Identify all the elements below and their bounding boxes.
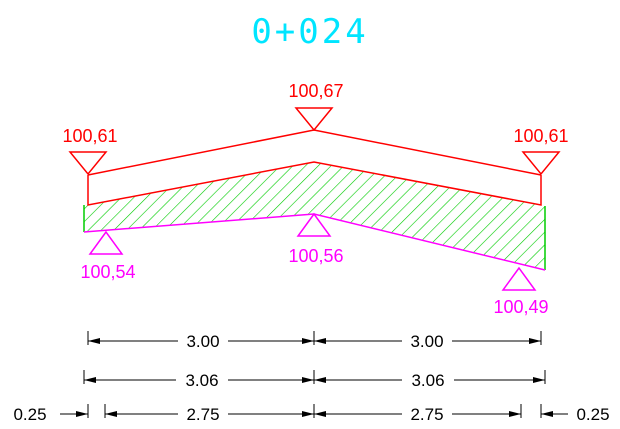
dim-row3-right-offset: 0.25 [576,405,609,424]
dimension-lines [60,331,568,418]
dim-row1-right: 3.00 [410,332,443,351]
dim-row3-left-lane: 2.75 [186,405,219,424]
subgrade-level-right: 100,49 [493,297,548,317]
subgrade-marker-center [296,212,332,237]
surface-level-right: 100,61 [513,126,568,146]
dim-row1-left: 3.00 [186,332,219,351]
dim-row3-left-offset: 0.25 [13,405,46,424]
level-marker-center [294,107,334,132]
dim-row3-right-lane: 2.75 [410,405,443,424]
level-marker-left [68,151,108,176]
subgrade-marker-left [88,230,124,255]
dim-row2-right: 3.06 [411,371,444,390]
level-marker-right [521,151,561,176]
subgrade-level-left: 100,54 [80,262,135,282]
subgrade-marker-right [501,266,537,291]
pavement-hatch [84,162,545,270]
surface-level-left: 100,61 [62,126,117,146]
dimension-arrows [76,338,553,417]
station-label: 0+024 [251,12,368,52]
surface-outline [87,161,542,206]
subgrade-level-center: 100,56 [288,246,343,266]
surface-level-center: 100,67 [288,81,343,101]
dim-row2-left: 3.06 [185,371,218,390]
